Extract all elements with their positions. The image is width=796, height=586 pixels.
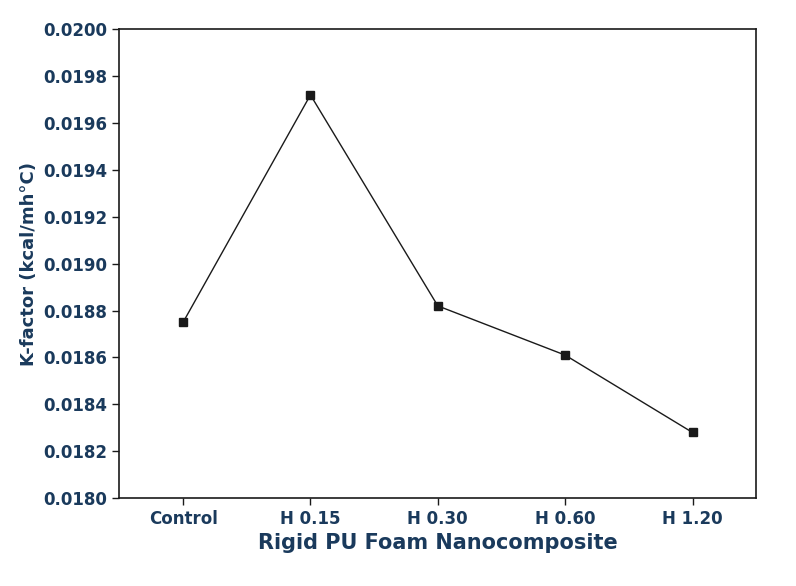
X-axis label: Rigid PU Foam Nanocomposite: Rigid PU Foam Nanocomposite — [258, 533, 618, 553]
Y-axis label: K-factor (kcal/mh°C): K-factor (kcal/mh°C) — [20, 162, 38, 366]
